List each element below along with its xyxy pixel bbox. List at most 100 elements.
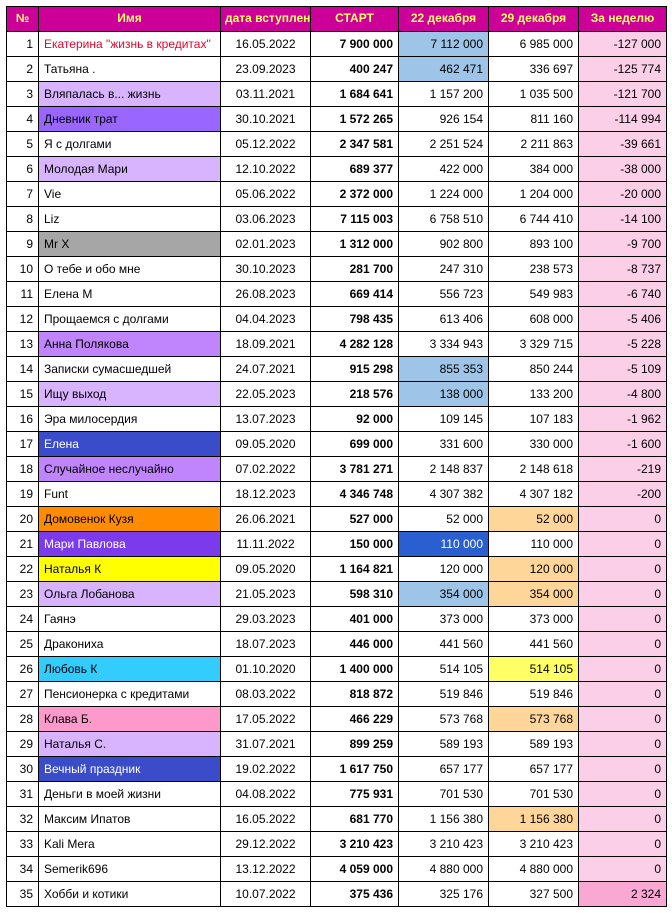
cell-date: 13.07.2023 bbox=[221, 407, 311, 432]
cell-name: Kali Mera bbox=[39, 832, 221, 857]
table-row: 28Клава Б.17.05.2022466 229573 768573 76… bbox=[7, 707, 667, 732]
cell-name: Vie bbox=[39, 182, 221, 207]
cell-date: 05.06.2022 bbox=[221, 182, 311, 207]
cell-name: Анна Полякова bbox=[39, 332, 221, 357]
cell-d29: 336 697 bbox=[489, 57, 579, 82]
cell-n: 11 bbox=[7, 282, 39, 307]
cell-d29: 1 204 000 bbox=[489, 182, 579, 207]
cell-d29: 327 500 bbox=[489, 882, 579, 907]
cell-n: 21 bbox=[7, 532, 39, 557]
cell-name: Домовенок Кузя bbox=[39, 507, 221, 532]
cell-d29: 4 880 000 bbox=[489, 857, 579, 882]
cell-d22: 3 334 943 bbox=[399, 332, 489, 357]
cell-name: Вечный праздник bbox=[39, 757, 221, 782]
cell-n: 18 bbox=[7, 457, 39, 482]
cell-d22: 247 310 bbox=[399, 257, 489, 282]
cell-start: 1 312 000 bbox=[311, 232, 399, 257]
cell-d22: 1 224 000 bbox=[399, 182, 489, 207]
cell-d29: 238 573 bbox=[489, 257, 579, 282]
cell-d22: 1 156 380 bbox=[399, 807, 489, 832]
cell-week: -9 700 bbox=[579, 232, 667, 257]
cell-name: Максим Ипатов bbox=[39, 807, 221, 832]
cell-date: 04.08.2022 bbox=[221, 782, 311, 807]
debt-table: № Имя дата вступления СТАРТ 22 декабря 2… bbox=[6, 6, 667, 907]
cell-n: 4 bbox=[7, 107, 39, 132]
cell-d29: 3 329 715 bbox=[489, 332, 579, 357]
cell-n: 31 bbox=[7, 782, 39, 807]
cell-n: 10 bbox=[7, 257, 39, 282]
cell-start: 400 247 bbox=[311, 57, 399, 82]
cell-n: 20 bbox=[7, 507, 39, 532]
cell-week: -114 994 bbox=[579, 107, 667, 132]
cell-name: Гаянэ bbox=[39, 607, 221, 632]
cell-d29: 354 000 bbox=[489, 582, 579, 607]
cell-week: -5 406 bbox=[579, 307, 667, 332]
cell-date: 18.09.2021 bbox=[221, 332, 311, 357]
cell-start: 699 000 bbox=[311, 432, 399, 457]
cell-n: 15 bbox=[7, 382, 39, 407]
cell-week: 0 bbox=[579, 782, 667, 807]
cell-n: 34 bbox=[7, 857, 39, 882]
cell-start: 3 781 271 bbox=[311, 457, 399, 482]
cell-d22: 657 177 bbox=[399, 757, 489, 782]
cell-date: 09.05.2020 bbox=[221, 432, 311, 457]
cell-n: 35 bbox=[7, 882, 39, 907]
cell-start: 1 164 821 bbox=[311, 557, 399, 582]
cell-start: 1 617 750 bbox=[311, 757, 399, 782]
table-row: 21Мари Павлова11.11.2022150 000110 00011… bbox=[7, 532, 667, 557]
table-row: 2Татьяна .23.09.2023400 247462 471336 69… bbox=[7, 57, 667, 82]
cell-d29: 893 100 bbox=[489, 232, 579, 257]
cell-n: 23 bbox=[7, 582, 39, 607]
cell-d22: 441 560 bbox=[399, 632, 489, 657]
col-num: № bbox=[7, 7, 39, 32]
cell-n: 12 bbox=[7, 307, 39, 332]
cell-date: 11.11.2022 bbox=[221, 532, 311, 557]
cell-n: 2 bbox=[7, 57, 39, 82]
cell-week: 0 bbox=[579, 532, 667, 557]
cell-date: 03.11.2021 bbox=[221, 82, 311, 107]
cell-start: 4 346 748 bbox=[311, 482, 399, 507]
cell-d29: 330 000 bbox=[489, 432, 579, 457]
cell-date: 03.06.2023 bbox=[221, 207, 311, 232]
cell-d22: 613 406 bbox=[399, 307, 489, 332]
cell-date: 16.05.2022 bbox=[221, 32, 311, 57]
cell-week: 0 bbox=[579, 757, 667, 782]
table-row: 3Вляпалась в... жизнь03.11.20211 684 641… bbox=[7, 82, 667, 107]
cell-d29: 589 193 bbox=[489, 732, 579, 757]
cell-name: Хобби и котики bbox=[39, 882, 221, 907]
cell-date: 13.12.2022 bbox=[221, 857, 311, 882]
cell-week: 0 bbox=[579, 857, 667, 882]
cell-name: Ищу выход bbox=[39, 382, 221, 407]
cell-date: 18.07.2023 bbox=[221, 632, 311, 657]
table-row: 18Случайное неслучайно07.02.20223 781 27… bbox=[7, 457, 667, 482]
cell-start: 281 700 bbox=[311, 257, 399, 282]
cell-d22: 138 000 bbox=[399, 382, 489, 407]
cell-d22: 4 307 382 bbox=[399, 482, 489, 507]
cell-d22: 2 148 837 bbox=[399, 457, 489, 482]
cell-week: -5 228 bbox=[579, 332, 667, 357]
cell-date: 08.03.2022 bbox=[221, 682, 311, 707]
cell-name: О тебе и обо мне bbox=[39, 257, 221, 282]
cell-d22: 3 210 423 bbox=[399, 832, 489, 857]
table-row: 12Прощаемся с долгами04.04.2023798 43561… bbox=[7, 307, 667, 332]
cell-name: Клава Б. bbox=[39, 707, 221, 732]
table-row: 6Молодая Мари12.10.2022689 377422 000384… bbox=[7, 157, 667, 182]
cell-start: 818 872 bbox=[311, 682, 399, 707]
table-row: 24Гаянэ29.03.2023401 000373 000373 0000 bbox=[7, 607, 667, 632]
cell-name: Пенсионерка с кредитами bbox=[39, 682, 221, 707]
cell-start: 3 210 423 bbox=[311, 832, 399, 857]
cell-name: Вляпалась в... жизнь bbox=[39, 82, 221, 107]
cell-name: Татьяна . bbox=[39, 57, 221, 82]
cell-d29: 3 210 423 bbox=[489, 832, 579, 857]
cell-name: Елена М bbox=[39, 282, 221, 307]
cell-n: 1 bbox=[7, 32, 39, 57]
cell-week: -20 000 bbox=[579, 182, 667, 207]
cell-start: 401 000 bbox=[311, 607, 399, 632]
cell-week: -121 700 bbox=[579, 82, 667, 107]
cell-start: 375 436 bbox=[311, 882, 399, 907]
cell-name: Прощаемся с долгами bbox=[39, 307, 221, 332]
cell-week: -8 737 bbox=[579, 257, 667, 282]
cell-week: -38 000 bbox=[579, 157, 667, 182]
cell-d22: 855 353 bbox=[399, 357, 489, 382]
cell-start: 1 684 641 bbox=[311, 82, 399, 107]
